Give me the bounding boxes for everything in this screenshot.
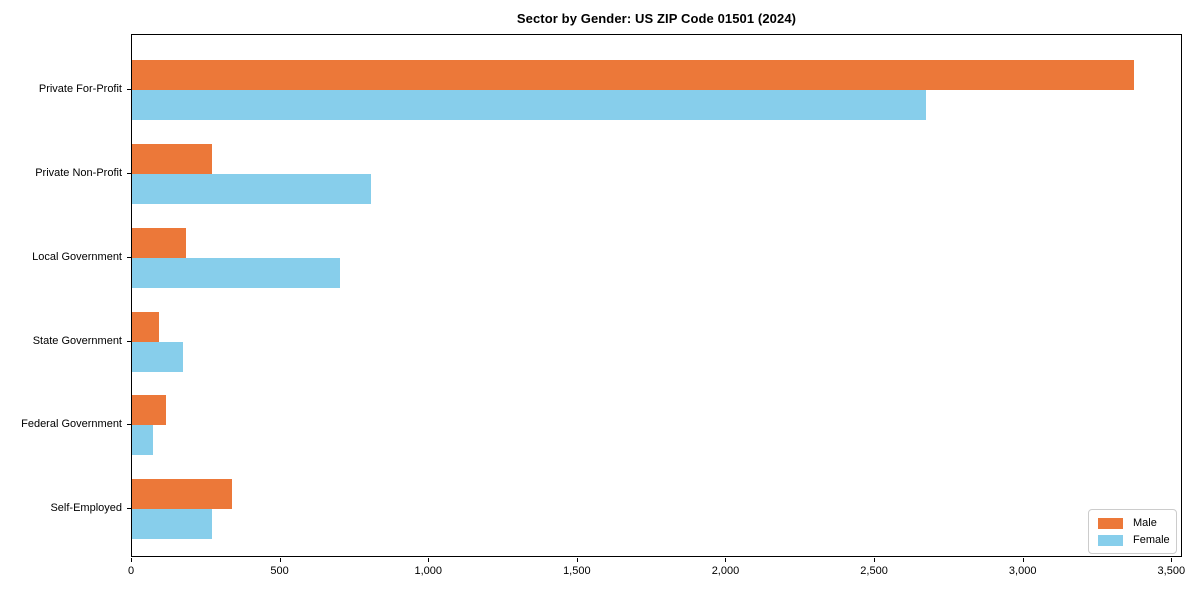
- x-tick: [279, 558, 281, 562]
- bar-female-local-government: [132, 257, 341, 288]
- y-axis-label-state-government: State Government: [32, 334, 122, 347]
- legend: Male Female: [1088, 509, 1177, 554]
- x-tick-label: 3,500: [1157, 565, 1186, 577]
- x-tick: [874, 558, 876, 562]
- legend-label: Male: [1133, 517, 1157, 529]
- y-tick: [127, 424, 131, 426]
- y-axis-label-federal-government: Federal Government: [21, 418, 122, 431]
- y-tick: [127, 340, 131, 342]
- y-axis-label-local-government: Local Government: [32, 250, 122, 263]
- x-tick: [725, 558, 727, 562]
- x-tick: [428, 558, 430, 562]
- bar-male-private-for-profit: [132, 60, 1134, 90]
- x-tick: [1171, 558, 1173, 562]
- legend-item-male: Male: [1098, 517, 1168, 530]
- bar-female-federal-government: [132, 425, 153, 456]
- y-tick: [127, 172, 131, 174]
- y-tick: [127, 89, 131, 90]
- x-tick-label: 2,500: [860, 565, 888, 577]
- x-tick-label: 0: [127, 565, 135, 577]
- y-tick: [127, 256, 131, 258]
- bar-male-federal-government: [132, 395, 167, 426]
- bar-male-state-government: [132, 311, 159, 342]
- chart-title: Sector by Gender: US ZIP Code 01501 (202…: [516, 11, 797, 26]
- x-tick-label: 3,000: [1008, 565, 1037, 577]
- legend-label: Female: [1133, 534, 1170, 546]
- x-tick-label: 1,000: [414, 565, 442, 577]
- legend-item-female: Female: [1098, 534, 1170, 547]
- y-axis-label-private-non-profit: Private Non-Profit: [35, 166, 122, 179]
- bar-male-self-employed: [132, 479, 232, 510]
- y-tick: [127, 508, 131, 510]
- x-tick: [576, 558, 578, 562]
- bar-male-local-government: [132, 227, 186, 258]
- x-tick: [1022, 558, 1024, 562]
- x-tick: [131, 558, 132, 562]
- legend-swatch-female: [1098, 535, 1123, 546]
- x-tick-label: 1,500: [563, 565, 591, 577]
- y-axis-label-self-employed: Self-Employed: [50, 502, 122, 515]
- y-axis-label-private-for-profit: Private For-Profit: [38, 83, 122, 95]
- x-tick-label: 2,000: [711, 565, 740, 577]
- x-tick-label: 500: [270, 565, 289, 577]
- bar-female-private-non-profit: [132, 173, 372, 204]
- bar-male-private-non-profit: [132, 143, 213, 174]
- bar-female-self-employed: [132, 509, 213, 540]
- bar-female-state-government: [132, 341, 183, 372]
- plot-area: [131, 34, 1182, 557]
- bar-female-private-for-profit: [132, 90, 926, 120]
- legend-swatch-male: [1098, 518, 1123, 529]
